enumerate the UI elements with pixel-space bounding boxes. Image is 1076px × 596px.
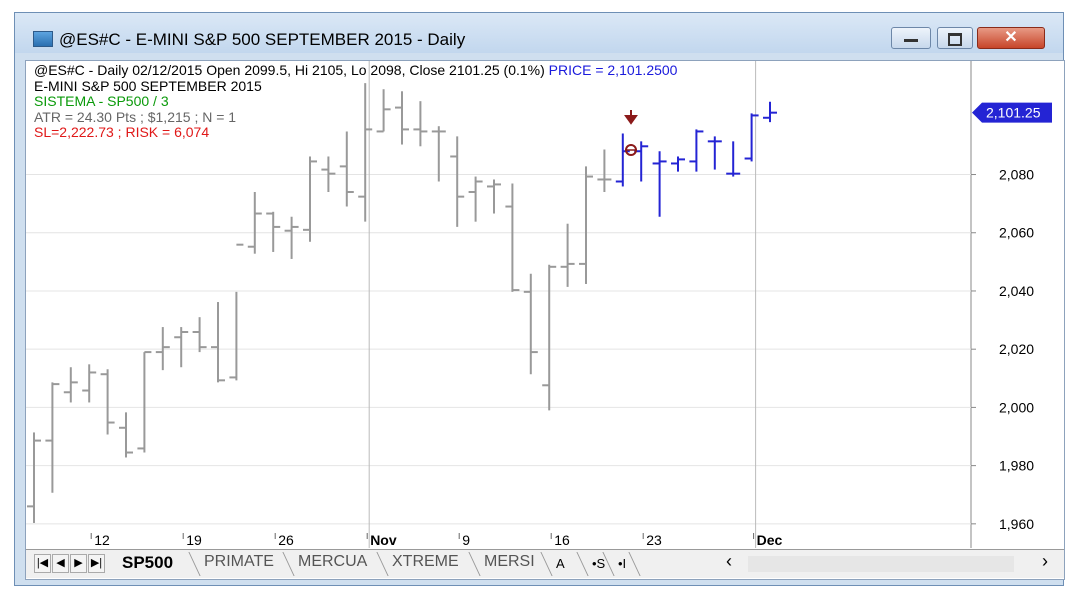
window: @ES#C - E-MINI S&P 500 SEPTEMBER 2015 - … <box>14 12 1065 586</box>
price: PRICE = 2,101.2500 <box>548 62 678 78</box>
y-tick-label: 2,060 <box>999 225 1034 241</box>
quote: @ES#C - Daily 02/12/2015 Open 2099.5, Hi… <box>34 62 545 78</box>
tab[interactable]: MERCUA <box>298 553 368 570</box>
tab-separator <box>468 552 481 576</box>
title-bar: @ES#C - E-MINI S&P 500 SEPTEMBER 2015 - … <box>15 13 1063 53</box>
prev-button[interactable]: ◀ <box>52 554 69 573</box>
scroll-left[interactable]: ‹ <box>726 551 732 571</box>
tab-separator <box>376 552 389 576</box>
minimize-button[interactable] <box>891 27 931 49</box>
tab[interactable]: A <box>556 556 565 571</box>
scroll-right[interactable]: › <box>1042 551 1048 571</box>
system: SISTEMA - SP500 / 3 <box>34 93 169 109</box>
tab-separator <box>576 552 589 576</box>
tab-separator <box>540 552 553 576</box>
x-tick-label: 26 <box>278 532 294 548</box>
symbol: E-MINI S&P 500 SEPTEMBER 2015 <box>34 77 262 94</box>
y-tick-label: 2,040 <box>999 283 1034 299</box>
status-line: @ES#C - Daily 02/12/2015 Open 2099.5, Hi… <box>34 62 678 79</box>
x-tick-label: 19 <box>186 532 202 548</box>
price-tag <box>972 102 1052 123</box>
app-icon <box>33 31 53 47</box>
atr: ATR = 24.30 Pts ; $1,215 ; N = 1 <box>34 108 237 125</box>
y-tick-label: 2,020 <box>999 341 1034 357</box>
scroll-track <box>748 556 1014 572</box>
tab-separator <box>188 552 201 576</box>
tab[interactable]: SP500 <box>122 553 174 572</box>
signal-arrow <box>624 110 638 125</box>
next-button[interactable]: ▶ <box>70 554 87 573</box>
y-tick-label: 1,980 <box>999 458 1034 474</box>
last-button[interactable]: ▶| <box>88 554 105 573</box>
window-title: @ES#C - E-MINI S&P 500 SEPTEMBER 2015 - … <box>59 30 466 49</box>
chart: 1,960 1,980 2,000 2,020 2,040 2,060 2,080 12 19 2… <box>26 61 1052 548</box>
x-tick-label: 12 <box>94 532 110 548</box>
tab[interactable]: •S <box>592 556 606 571</box>
tab-separator <box>628 552 641 576</box>
first-button[interactable]: |◀ <box>34 554 51 573</box>
risk: SL=2,222.73 ; RISK = 6,074 <box>34 124 210 140</box>
header: @ES#C - Daily 02/12/2015 Open 2099.5, Hi… <box>34 62 678 141</box>
tab[interactable]: •I <box>618 556 627 571</box>
price-tag-label: 2,101.25 <box>986 105 1041 121</box>
x-tick-label: Nov <box>370 532 397 548</box>
y-tick-label: 1,960 <box>999 516 1034 532</box>
x-tick-label: Dec <box>757 532 783 548</box>
maximize-button[interactable] <box>937 27 973 49</box>
y-tick-label: 2,000 <box>999 399 1034 415</box>
x-tick-label: 9 <box>462 532 470 548</box>
y-tick-label: 2,080 <box>999 167 1034 183</box>
x-tick-label: 23 <box>646 532 662 548</box>
x-tick-label: 16 <box>554 532 570 548</box>
tab-bar: |◀ ◀ ▶ ▶| SP500 PRIMATE MERCUA XTREME MERSI A… <box>26 549 1064 578</box>
close-button[interactable]: ✕ <box>977 27 1045 49</box>
tab-separator <box>282 552 295 576</box>
tab[interactable]: XTREME <box>392 553 459 570</box>
tab[interactable]: PRIMATE <box>204 553 274 570</box>
tab[interactable]: MERSI <box>484 553 535 570</box>
chart-window: 1,960 1,980 2,000 2,020 2,040 2,060 2,080 12 19 2… <box>25 60 1065 580</box>
